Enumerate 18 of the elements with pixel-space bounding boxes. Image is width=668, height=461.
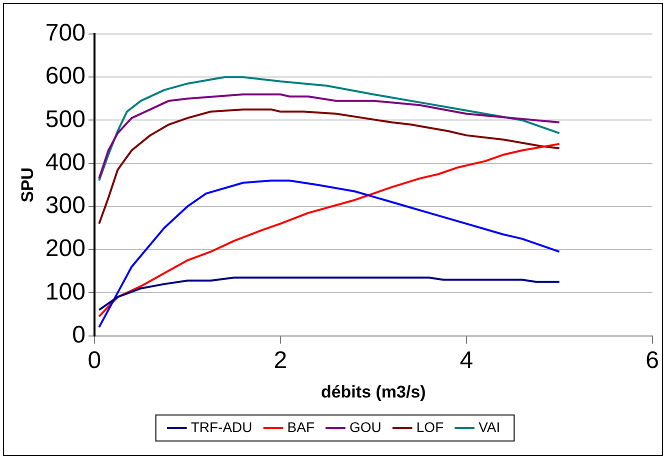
x-tick-label: 4 [460,346,474,374]
y-tick-label: 100 [45,278,86,306]
y-tick-label: 200 [45,235,86,262]
y-tick-label: 500 [45,106,86,133]
y-tick-label: 600 [45,62,86,90]
legend-label: BAF [287,418,315,435]
legend-label: TRF-ADU [190,418,252,435]
x-axis-title: débits (m3/s) [320,382,426,402]
y-tick-label: 700 [45,20,86,47]
x-tick-label: 2 [274,346,288,374]
y-tick-label: 0 [72,321,86,348]
y-axis-title: SPU [18,167,37,202]
x-tick-label: 6 [646,346,660,374]
y-tick-label: 400 [45,148,86,176]
legend-label: LOF [416,418,444,435]
y-tick-label: 300 [45,192,86,220]
legend-label: GOU [350,418,382,435]
legend-label: VAI [478,418,500,435]
